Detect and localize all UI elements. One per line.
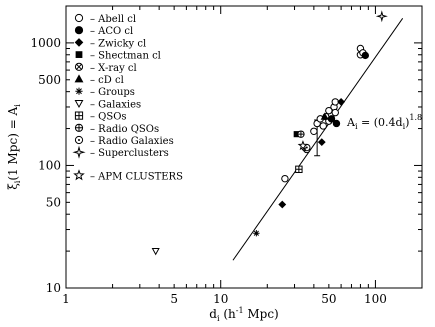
legend-label: – Radio QSOs [90, 124, 159, 135]
legend-label: – QSOs [90, 112, 127, 123]
legend-label: – X-ray cl [90, 63, 137, 74]
data-points [151, 10, 388, 256]
data-point-filled-diamond [278, 200, 287, 209]
y-tick-label: 10 [46, 281, 61, 295]
legend-marker-open-star [73, 169, 85, 181]
legend-label: – Superclusters [90, 148, 169, 159]
legend-label: – APM CLUSTERS [90, 171, 183, 182]
data-point-filled-diamond [337, 97, 346, 106]
data-point-open-triangle-down [151, 248, 160, 256]
legend-marker-square-plus [74, 111, 84, 120]
data-point-open-circle [319, 122, 327, 130]
data-point-open-circle [325, 106, 333, 115]
x-tick-label: 100 [364, 292, 387, 306]
legend-label: – Groups [90, 87, 135, 98]
data-point-open-circle [310, 127, 318, 135]
axis-ticks [65, 5, 423, 289]
fit-line [232, 18, 404, 261]
data-point-open-star [297, 140, 309, 151]
legend-marker-circle-x [74, 62, 84, 71]
y-tick-label: 50 [46, 195, 61, 209]
legend-marker-asterisk [75, 87, 83, 95]
legend-label: – Shectman cl [90, 51, 161, 62]
legend-marker-open-circle [74, 13, 84, 23]
legend-label: – cD cl [90, 75, 124, 86]
data-point-asterisk [253, 229, 260, 237]
x-tick-label: 50 [321, 292, 336, 306]
data-point-star4 [375, 10, 388, 23]
relation-label: Ai = (0.4di)1.8 [346, 113, 422, 131]
legend-marker-star4 [72, 145, 86, 159]
y-tick-label: 500 [38, 73, 61, 87]
y-tick-label: 100 [38, 158, 61, 172]
data-point-filled-circle [361, 51, 369, 60]
data-point-square-plus [295, 165, 303, 174]
legend-marker-circle-plus [74, 123, 84, 132]
data-point-filled-diamond [317, 138, 326, 147]
legend-marker-filled-diamond [74, 38, 84, 47]
data-point-open-circle [331, 108, 339, 117]
x-axis-label: di (h-1 Mpc) [209, 306, 278, 323]
tick-labels: 1 5 10 50 100 10 50 100 500 1000 [30, 36, 386, 306]
data-point-filled-triangle [320, 112, 329, 120]
x-tick-label: 5 [170, 292, 178, 306]
data-point-filled-circle [327, 115, 336, 123]
legend: – Abell cl– ACO cl– Zwicky cl – Shectman … [72, 13, 183, 182]
plot-frame [65, 5, 423, 289]
data-point-open-circle [281, 174, 289, 183]
legend-marker-filled-square [75, 51, 83, 58]
legend-marker-circle-dot [74, 135, 84, 145]
fit-line-group [232, 18, 404, 261]
legend-label: – Radio Galaxies [90, 136, 174, 147]
legend-label: – Galaxies [90, 99, 141, 110]
y-tick-label: 1000 [30, 36, 61, 50]
x-tick-label: 1 [62, 292, 70, 306]
legend-marker-open-triangle-down [74, 100, 84, 109]
legend-marker-filled-circle [74, 26, 84, 35]
legend-label: – Abell cl [90, 14, 136, 25]
y-axis-label: ξi(1 Mpc) = Ai [6, 104, 22, 190]
legend-label: – ACO cl [90, 26, 133, 37]
legend-label: – Zwicky cl [90, 38, 146, 49]
x-tick-label: 10 [213, 292, 228, 306]
legend-marker-filled-triangle [74, 74, 84, 83]
data-point-filled-circle [332, 119, 341, 128]
data-point-circle-plus [297, 130, 305, 138]
